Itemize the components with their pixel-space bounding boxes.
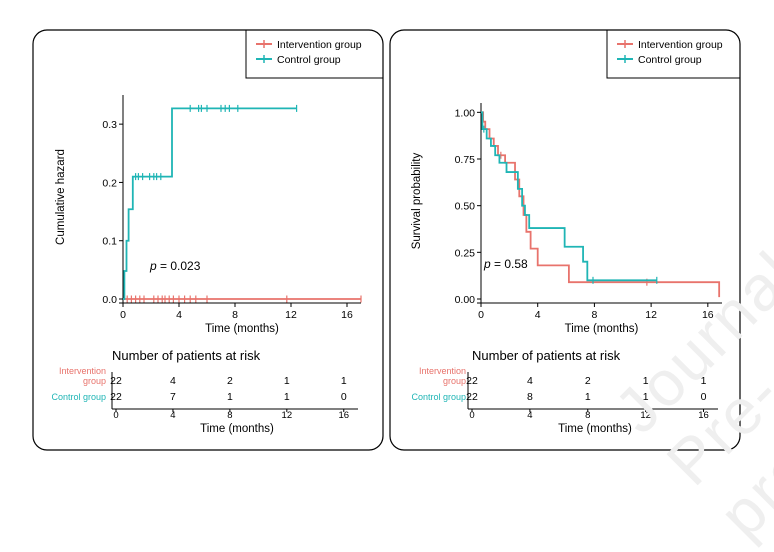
y-tick-label: 0.25 xyxy=(455,247,476,259)
y-tick-label: 0.3 xyxy=(102,119,117,131)
risk-row-label2-intervention: group xyxy=(83,376,106,386)
risk-row-label-control: Control group xyxy=(51,392,106,402)
risk-count: 4 xyxy=(170,375,176,387)
x-tick-label: 16 xyxy=(702,309,714,321)
x-tick-label: 8 xyxy=(232,309,238,321)
y-axis-title: Survival probability xyxy=(411,152,423,249)
risk-x-tick-label: 12 xyxy=(282,410,293,421)
x-tick-label: 0 xyxy=(478,309,484,321)
legend-box xyxy=(245,30,383,79)
p-value: = 0.023 xyxy=(157,259,201,273)
risk-x-tick-label: 0 xyxy=(113,410,118,421)
risk-count: 7 xyxy=(170,391,176,403)
risk-count: 1 xyxy=(227,391,233,403)
risk-row-label2-intervention: group xyxy=(443,376,466,386)
risk-x-tick-label: 12 xyxy=(640,410,651,421)
risk-row-label-control: Control group xyxy=(411,392,466,402)
risk-count: 1 xyxy=(701,375,707,387)
chart-figure: Intervention group Control group 0.0 0.1 0.2… xyxy=(32,29,741,451)
risk-x-tick-label: 4 xyxy=(170,410,175,421)
risk-row-label-intervention: Intervention xyxy=(59,366,106,376)
legend-label-control: Control group xyxy=(277,54,341,66)
y-tick-label: 0.2 xyxy=(102,177,117,189)
x-tick-label: 12 xyxy=(285,309,297,321)
risk-count: 1 xyxy=(341,375,347,387)
risk-count: 1 xyxy=(643,391,649,403)
risk-x-tick-label: 0 xyxy=(469,410,474,421)
y-tick-label: 1.00 xyxy=(455,107,476,119)
p-symbol: p xyxy=(149,259,157,273)
risk-count: 22 xyxy=(110,375,122,387)
x-tick-label: 4 xyxy=(535,309,541,321)
panel-border xyxy=(32,29,384,451)
x-axis-title: Time (months) xyxy=(205,323,279,335)
risk-count: 1 xyxy=(643,375,649,387)
risk-row-label-intervention: Intervention xyxy=(419,366,466,376)
y-tick-label: 0.50 xyxy=(455,201,476,213)
y-axis-title: Cumulative hazard xyxy=(55,149,67,245)
risk-count: 1 xyxy=(284,391,290,403)
risk-x-tick-label: 16 xyxy=(698,410,709,421)
risk-count: 2 xyxy=(227,375,233,387)
risk-count: 22 xyxy=(466,375,478,387)
risk-x-tick-label: 8 xyxy=(585,410,590,421)
risk-table-title: Number of patients at risk xyxy=(112,348,261,363)
curve-control xyxy=(123,107,297,300)
x-tick-label: 4 xyxy=(176,309,182,321)
p-value-label: p = 0.58 xyxy=(483,257,528,271)
legend-label-intervention: Intervention group xyxy=(638,39,723,51)
x-tick-label: 12 xyxy=(645,309,657,321)
chart-survival: Intervention group Control group 0.00 0.25 0… xyxy=(389,29,741,451)
p-value-label: p = 0.023 xyxy=(149,259,201,273)
risk-x-tick-label: 16 xyxy=(338,410,349,421)
risk-x-tick-label: 4 xyxy=(527,410,532,421)
risk-count: 2 xyxy=(585,375,591,387)
risk-count: 8 xyxy=(527,391,533,403)
x-tick-label: 16 xyxy=(341,309,353,321)
risk-x-axis-title: Time (months) xyxy=(200,423,274,435)
y-tick-label: 0.00 xyxy=(455,294,476,306)
x-tick-label: 0 xyxy=(120,309,126,321)
p-value: = 0.58 xyxy=(491,257,528,271)
risk-count: 22 xyxy=(110,391,122,403)
risk-count: 0 xyxy=(701,391,707,403)
curve-control xyxy=(481,111,657,282)
legend-label-intervention: Intervention group xyxy=(277,39,362,51)
chart-hazard: Intervention group Control group 0.0 0.1 0.2… xyxy=(32,29,384,451)
risk-count: 1 xyxy=(284,375,290,387)
risk-table-title: Number of patients at risk xyxy=(472,348,621,363)
x-axis-title: Time (months) xyxy=(565,323,639,335)
risk-x-tick-label: 8 xyxy=(227,410,232,421)
risk-count: 0 xyxy=(341,391,347,403)
risk-count: 1 xyxy=(585,391,591,403)
y-tick-label: 0.0 xyxy=(102,294,117,306)
risk-count: 22 xyxy=(466,391,478,403)
y-tick-label: 0.1 xyxy=(102,236,117,248)
legend-box xyxy=(606,30,740,79)
risk-x-axis-title: Time (months) xyxy=(558,423,632,435)
legend-label-control: Control group xyxy=(638,54,702,66)
risk-count: 4 xyxy=(527,375,533,387)
p-symbol: p xyxy=(483,257,491,271)
x-tick-label: 8 xyxy=(591,309,597,321)
panel-border xyxy=(389,29,741,451)
y-tick-label: 0.75 xyxy=(455,154,476,166)
